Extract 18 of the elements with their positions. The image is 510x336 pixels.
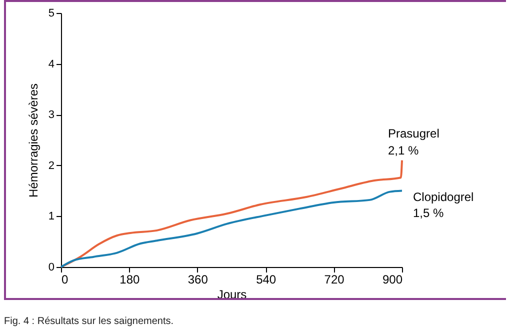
text: Prasugrel [388, 126, 440, 140]
y-tick-label: 0 [48, 262, 54, 274]
y-axis-title: Hémorragies sévères [26, 83, 40, 198]
x-tick-label: 180 [120, 272, 140, 286]
y-tick-label: 4 [48, 58, 54, 70]
annotation: 2,1 % [388, 143, 420, 158]
y-tick-label: 2 [48, 160, 54, 172]
x-tick-label: 360 [188, 272, 208, 286]
y-tick-label: 1 [48, 210, 54, 223]
series-label: Clopidogrel [413, 190, 474, 204]
x-tick-label: 0 [62, 272, 68, 286]
caption: Fig. 4 : Résultats sur les saignements. [4, 316, 174, 327]
x-tick-label: 720 [324, 272, 345, 286]
y-tick-label: 5 [48, 8, 54, 20]
y-tick-label: 3 [48, 109, 54, 122]
x-tick-label: 900 [382, 272, 403, 286]
annotation: 1,5 % [413, 206, 444, 220]
x-tick-label: 540 [256, 272, 276, 286]
